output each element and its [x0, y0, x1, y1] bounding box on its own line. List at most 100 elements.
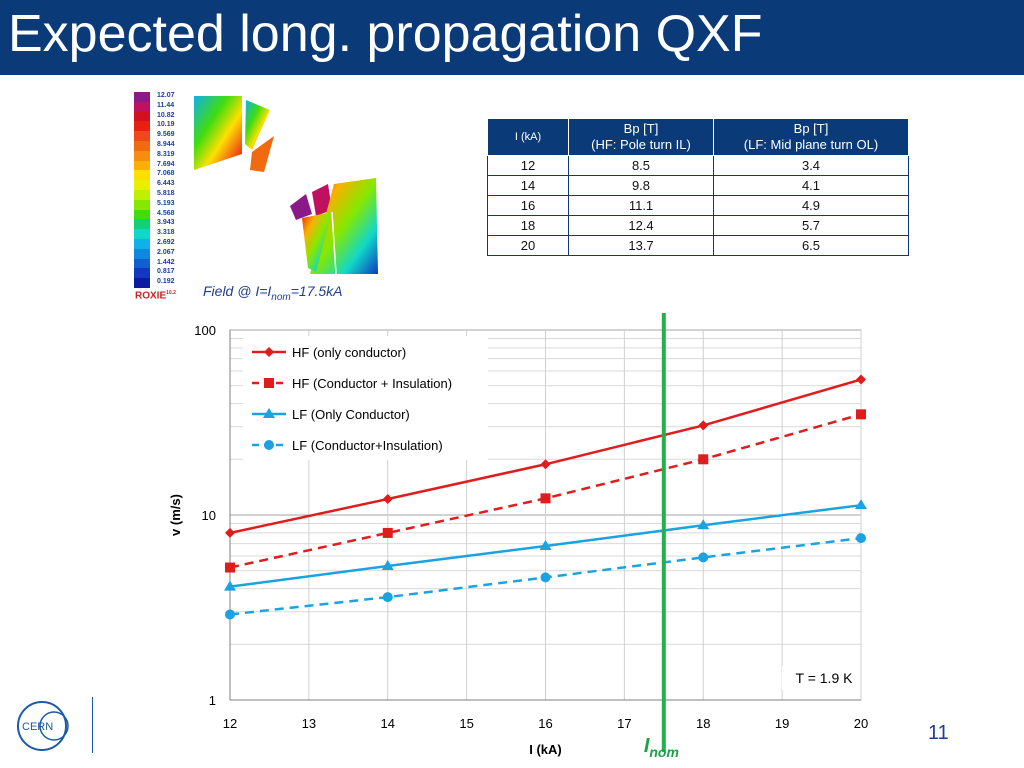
page-number: 11 — [928, 722, 949, 744]
colorbar-swatch — [134, 209, 150, 220]
colorbar-value: 5.818 — [157, 190, 175, 197]
colorbar-swatch — [134, 219, 150, 230]
colorbar-value: 12.07 — [157, 92, 175, 99]
colorbar-swatch — [134, 160, 150, 171]
title-bar: Expected long. propagation QXF — [0, 0, 1024, 75]
roxie-logo: ROXIE10.2 — [135, 290, 176, 301]
colorbar-value: 8.319 — [157, 150, 175, 158]
x-tick-label: 14 — [381, 716, 395, 731]
data-point — [224, 580, 236, 591]
data-point — [856, 533, 866, 544]
legend-marker — [264, 440, 274, 450]
roxie-name: ROXIE — [135, 290, 167, 302]
colorbar-swatch — [134, 131, 150, 141]
data-point — [381, 560, 394, 571]
colorbar-value: 9.569 — [157, 131, 175, 139]
data-point — [225, 562, 235, 573]
legend-marker — [264, 347, 274, 357]
inom-label-sub: nom — [649, 744, 679, 760]
colorbar-value: 2.692 — [157, 239, 175, 246]
data-point — [697, 519, 710, 530]
caption-suffix: =17.5kA — [290, 283, 343, 299]
colorbar-swatch — [134, 111, 150, 122]
caption-sub: nom — [271, 291, 291, 303]
colorbar-value: 10.19 — [157, 121, 175, 129]
x-tick-label: 16 — [538, 716, 552, 731]
colorbar-swatch — [134, 239, 150, 249]
colorbar-swatch — [134, 180, 150, 190]
slide-title: Expected long. propagation QXF — [8, 5, 763, 63]
data-point — [856, 374, 866, 385]
header-bp-lf: Bp [T] (LF: Mid plane turn OL) — [713, 118, 909, 156]
legend-label: HF (Conductor + Insulation) — [292, 376, 452, 391]
x-tick-label: 15 — [459, 716, 473, 731]
colorbar-value: 5.193 — [157, 199, 175, 207]
caption-prefix: Field @ I=I — [203, 283, 272, 299]
bp-table: I (kA) Bp [T] (HF: Pole turn IL) Bp [T] (L… — [487, 118, 909, 256]
data-point — [856, 409, 866, 420]
roxie-version: 10.2 — [166, 290, 176, 296]
colorbar-swatch — [134, 190, 150, 200]
colorbar-swatch — [134, 141, 150, 151]
temperature-annotation: T = 1.9 K — [796, 670, 854, 686]
legend-box — [243, 336, 488, 460]
data-point — [382, 592, 393, 603]
table-row: 18 12.4 5.7 — [487, 215, 909, 236]
x-axis-label: I (kA) — [529, 742, 562, 757]
colorbar-swatch — [134, 92, 150, 102]
footer-divider — [92, 697, 93, 753]
data-point — [382, 494, 393, 505]
field-caption: Field @ I=Inom=17.5kA — [203, 283, 343, 303]
colorbar-value: 4.568 — [157, 209, 175, 217]
colorbar-swatch — [134, 268, 150, 279]
y-tick-label: 1 — [209, 693, 216, 708]
data-point — [382, 527, 393, 538]
colorbar-value: 0.817 — [157, 268, 175, 276]
table-row: 20 13.7 6.5 — [487, 235, 909, 256]
legend-marker — [263, 408, 275, 418]
legend-marker — [264, 378, 274, 388]
data-point — [540, 572, 551, 583]
colorbar-value: 7.694 — [157, 160, 175, 168]
colorbar-value: 10.82 — [157, 111, 175, 119]
colorbar-swatch — [134, 150, 150, 161]
colorbar-swatch — [134, 121, 150, 132]
field-map-image — [194, 96, 378, 275]
colorbar-value: 7.068 — [157, 170, 175, 178]
data-point — [540, 493, 551, 504]
x-tick-label: 12 — [223, 716, 237, 731]
inom-label: Inom — [644, 735, 679, 760]
colorbar-swatch — [134, 170, 150, 181]
data-point — [225, 609, 235, 620]
colorbar-value: 8.944 — [157, 141, 175, 148]
data-point — [855, 499, 867, 510]
colorbar-swatch — [134, 101, 150, 112]
colorbar-value: 2.067 — [157, 248, 175, 256]
x-tick-label: 17 — [617, 716, 631, 731]
colorbar-swatch — [134, 278, 150, 288]
colorbar-swatch — [134, 229, 150, 239]
y-tick-label: 10 — [202, 508, 216, 523]
colorbar-value: 0.192 — [157, 278, 175, 286]
x-tick-label: 18 — [696, 716, 710, 731]
x-tick-label: 20 — [854, 716, 868, 731]
y-tick-label: 100 — [194, 323, 216, 338]
colorbar-value: 3.318 — [157, 229, 175, 237]
x-tick-label: 19 — [775, 716, 789, 731]
data-point — [698, 552, 709, 563]
y-axis-label: v (m/s) — [168, 494, 183, 536]
cern-logo-text: CERN — [22, 721, 53, 733]
data-point — [698, 420, 709, 431]
colorbar-value: 3.943 — [157, 219, 175, 227]
x-tick-label: 13 — [302, 716, 316, 731]
data-point — [540, 459, 551, 470]
data-point — [698, 454, 709, 465]
data-point — [225, 527, 235, 538]
annotation-box — [782, 666, 860, 690]
table-header-row: I (kA) Bp [T] (HF: Pole turn IL) Bp [T] (L… — [487, 118, 909, 156]
colorbar-value: 6.443 — [157, 180, 175, 188]
colorbar-value: 11.44 — [157, 101, 175, 109]
colorbar-swatch — [134, 248, 150, 259]
legend-label: LF (Only Conductor) — [292, 407, 410, 422]
